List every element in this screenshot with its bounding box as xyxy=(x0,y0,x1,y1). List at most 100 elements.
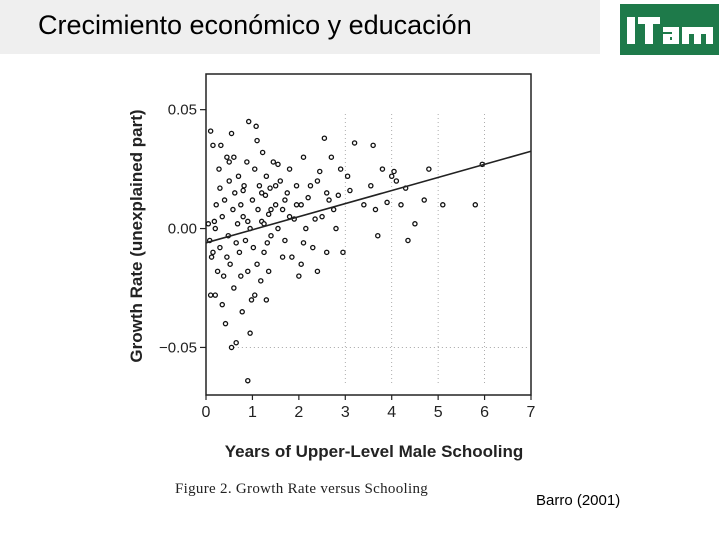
data-point xyxy=(211,218,218,225)
data-point xyxy=(228,344,235,351)
data-point xyxy=(238,202,244,208)
data-point xyxy=(267,185,273,191)
data-point xyxy=(261,249,267,256)
data-point xyxy=(472,202,479,208)
data-point xyxy=(277,178,284,184)
data-point xyxy=(268,232,274,239)
data-point xyxy=(224,254,230,260)
data-point xyxy=(213,202,219,208)
y-tick-label: 0.05 xyxy=(168,102,197,119)
data-point xyxy=(300,240,307,246)
data-point xyxy=(421,197,427,203)
data-point xyxy=(272,202,279,208)
data-point xyxy=(314,268,321,275)
x-tick-label: 7 xyxy=(527,404,536,421)
data-point xyxy=(244,159,250,165)
data-point xyxy=(412,221,418,227)
data-point xyxy=(262,192,269,199)
data-point xyxy=(263,297,270,303)
data-point xyxy=(227,261,233,267)
data-point xyxy=(340,249,346,256)
data-point xyxy=(298,261,304,267)
x-axis-label: Years of Upper-Level Male Schooling xyxy=(225,442,524,461)
data-point xyxy=(251,292,258,298)
data-point xyxy=(398,202,404,208)
data-point xyxy=(258,278,264,284)
data-point xyxy=(370,142,376,149)
data-point xyxy=(305,194,311,201)
data-point xyxy=(250,244,257,251)
x-tick-label: 5 xyxy=(434,404,443,421)
data-point xyxy=(375,232,381,239)
data-point xyxy=(284,190,290,196)
data-point xyxy=(212,225,219,232)
y-axis-label: Growth Rate (unexplained part) xyxy=(127,109,146,362)
x-tick-label: 0 xyxy=(202,404,211,421)
data-point xyxy=(217,244,223,251)
data-point xyxy=(265,268,272,275)
data-point xyxy=(233,339,239,346)
x-tick-label: 1 xyxy=(248,404,257,421)
data-point xyxy=(328,154,335,160)
data-point xyxy=(293,202,300,208)
data-point xyxy=(293,183,300,189)
data-point xyxy=(259,149,266,156)
data-point xyxy=(270,159,277,165)
x-tick-label: 4 xyxy=(387,404,396,421)
data-point xyxy=(405,237,411,244)
data-point xyxy=(326,197,332,203)
data-point xyxy=(249,197,256,203)
data-point xyxy=(218,142,224,149)
x-ticks: 0 1 2 3 4 5 6 7 xyxy=(202,395,536,421)
data-point xyxy=(368,183,374,189)
data-point xyxy=(323,249,330,256)
itam-logo xyxy=(620,4,719,55)
y-ticks: 0.05 0.00 −0.05 xyxy=(159,102,206,356)
data-point xyxy=(240,213,246,220)
data-point xyxy=(217,185,223,191)
data-point xyxy=(312,216,318,222)
data-point xyxy=(214,268,221,275)
data-point xyxy=(210,142,216,149)
data-point xyxy=(263,173,270,179)
data-point xyxy=(240,187,246,194)
data-point xyxy=(300,154,307,160)
data-point xyxy=(232,190,238,196)
data-point xyxy=(268,206,274,213)
plot-frame xyxy=(205,73,532,396)
citation: Barro (2001) xyxy=(536,492,621,509)
data-point xyxy=(254,137,260,144)
data-point xyxy=(241,183,247,189)
data-point xyxy=(275,161,281,168)
data-point xyxy=(264,240,271,246)
data-point xyxy=(321,135,328,141)
data-point xyxy=(258,190,265,196)
data-point xyxy=(207,292,214,298)
x-tick-label: 3 xyxy=(341,404,350,421)
data-point xyxy=(236,249,243,256)
data-point xyxy=(245,218,251,225)
data-point xyxy=(333,225,339,232)
data-point xyxy=(275,225,281,232)
data-point xyxy=(286,166,293,172)
data-point xyxy=(222,320,229,327)
data-point xyxy=(272,183,279,189)
data-point xyxy=(242,237,249,244)
data-point xyxy=(224,154,230,160)
data-point xyxy=(245,118,252,125)
data-point xyxy=(298,202,304,208)
data-point xyxy=(319,213,325,220)
data-point xyxy=(384,199,390,206)
data-point xyxy=(219,213,226,220)
x-tick-label: 2 xyxy=(294,404,303,421)
chart-grid xyxy=(233,114,529,385)
data-point xyxy=(323,190,330,196)
data-point xyxy=(220,273,227,279)
data-point xyxy=(344,173,351,179)
data-point xyxy=(337,166,344,172)
data-point xyxy=(226,159,232,165)
data-point xyxy=(251,166,258,172)
fit-line xyxy=(205,150,532,244)
data-point xyxy=(391,168,397,175)
data-point xyxy=(228,130,235,137)
